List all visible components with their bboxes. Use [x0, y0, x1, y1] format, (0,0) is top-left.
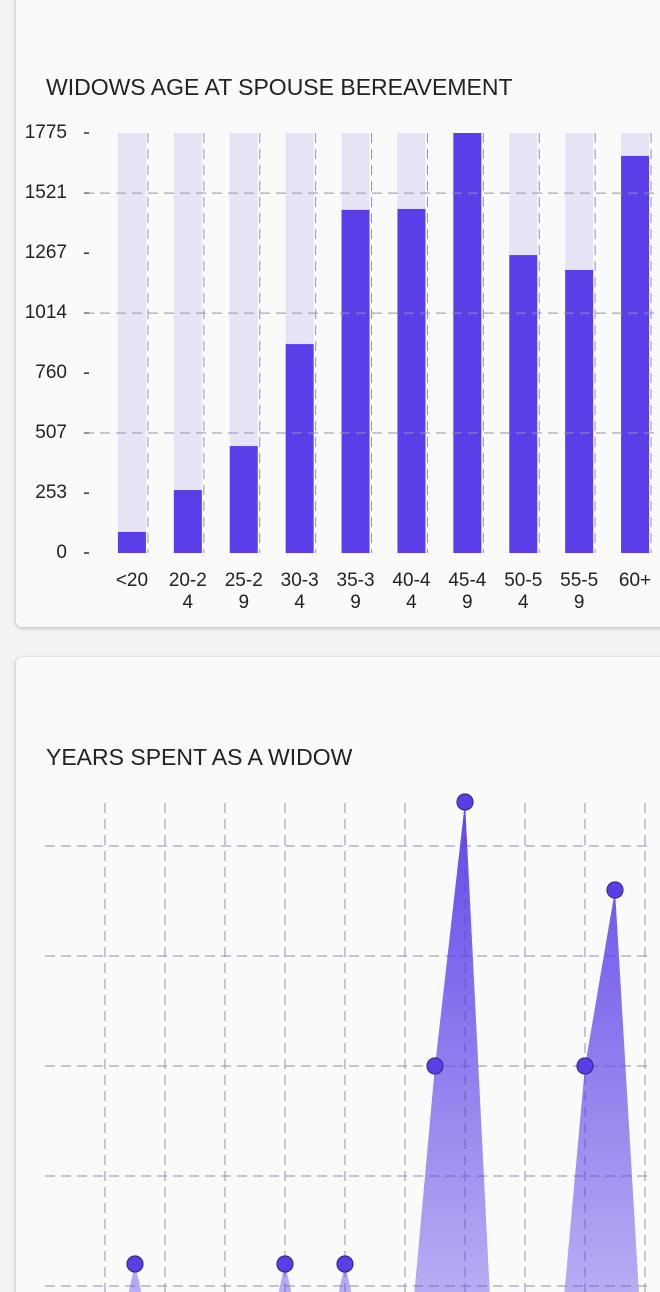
bar: [397, 208, 426, 553]
x-tick-label: 45-49: [448, 570, 487, 613]
bar-background: [117, 133, 146, 553]
data-point: [336, 1255, 354, 1273]
bar: [285, 344, 314, 553]
bar: [565, 270, 594, 553]
x-tick-label: <20: [115, 570, 149, 591]
bar: [173, 490, 202, 553]
data-point: [276, 1255, 294, 1273]
y-tick-label: 1267: [25, 242, 67, 263]
y-tick-label: 507: [35, 422, 67, 443]
bar: [453, 133, 482, 553]
x-tick-label: 50-54: [504, 570, 543, 613]
chart-title: YEARS SPENT AS A WIDOW: [46, 744, 353, 770]
area: [128, 802, 639, 1292]
bar: [341, 209, 370, 553]
x-tick-label: 25-29: [224, 570, 263, 613]
data-point: [126, 1255, 144, 1273]
bar: [621, 155, 650, 553]
data-point: [606, 881, 624, 899]
x-tick-label: 60+: [618, 570, 652, 591]
data-point: [426, 1057, 444, 1075]
bar-background: [173, 133, 202, 553]
bar: [117, 531, 146, 553]
x-tick-label: 30-34: [280, 570, 319, 613]
y-tick-label: 253: [35, 482, 67, 503]
y-tick-label: 0: [56, 542, 67, 563]
data-point: [576, 1057, 594, 1075]
y-tick-label: 1775: [25, 122, 67, 143]
x-tick-label: 55-59: [560, 570, 599, 613]
x-tick-label: 20-24: [168, 570, 207, 613]
y-tick-label: 1521: [25, 182, 67, 203]
chart-title: WIDOWS AGE AT SPOUSE BEREAVEMENT: [46, 74, 512, 100]
data-point: [456, 793, 474, 811]
y-tick-label: 760: [35, 362, 67, 383]
y-tick-label: 1014: [25, 302, 68, 323]
bar: [509, 255, 538, 554]
x-tick-label: 40-44: [392, 570, 431, 613]
bar: [229, 446, 258, 553]
x-tick-label: 35-39: [336, 570, 375, 613]
card: [16, 657, 660, 1292]
